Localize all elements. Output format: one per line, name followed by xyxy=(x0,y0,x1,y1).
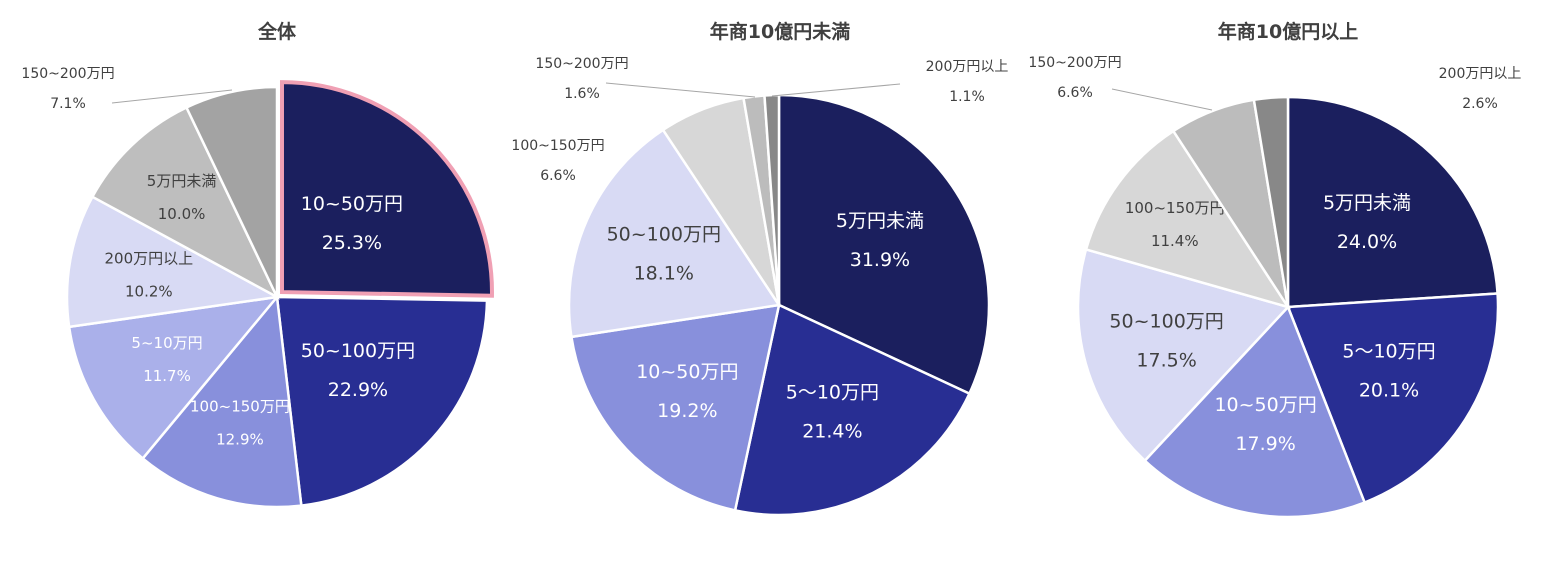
slice-label: 200万円以上 xyxy=(1439,66,1522,82)
slice-label: 50~100万円 xyxy=(1109,310,1223,332)
pie-chart-0: 10~50万円 25.3% 50~100万円 22.9% 100~150万円 12.9% 5… xyxy=(21,66,494,509)
pie-slice xyxy=(733,303,972,517)
pie-slice xyxy=(1084,129,1291,310)
slice-label: 5万円未満 xyxy=(836,210,924,232)
chart-title-over-1b: 年商10億円以上 xyxy=(1218,20,1358,43)
slice-label: 200万円以上 xyxy=(926,59,1009,75)
leader-line xyxy=(771,83,901,97)
pie-slice xyxy=(65,195,281,329)
slice-label: 5万円未満 xyxy=(147,172,217,190)
pie-chart-2: 5万円未満 24.0% 5～10万円 20.1% 10~50万円 17.9% 50~100万… xyxy=(1028,55,1522,519)
slice-value-label: 11.7% xyxy=(143,367,191,385)
slice-value-label: 31.9% xyxy=(850,249,910,271)
pie-slice xyxy=(184,85,279,298)
slice-label: 5～10万円 xyxy=(786,382,879,404)
slice-label: 100~150万円 xyxy=(511,138,604,154)
pie-slice xyxy=(1252,95,1290,308)
slice-label: 150~200万円 xyxy=(21,66,114,82)
slice-label: 150~200万円 xyxy=(535,56,628,72)
pie-slice xyxy=(570,303,781,512)
leader-line xyxy=(605,82,756,98)
slice-label: 150~200万円 xyxy=(1028,55,1121,71)
pie-slice xyxy=(279,80,494,298)
slice-label: 50~100万円 xyxy=(301,340,415,362)
slice-label: 5万円未満 xyxy=(1323,192,1411,214)
slice-value-label: 7.1% xyxy=(50,96,86,112)
chart-title-overall: 全体 xyxy=(257,20,297,43)
pie-slice xyxy=(67,295,281,461)
slice-value-label: 6.6% xyxy=(540,168,576,184)
slice-value-label: 25.3% xyxy=(322,232,382,254)
slice-value-label: 6.6% xyxy=(1057,85,1093,101)
leader-line xyxy=(1111,88,1213,111)
slice-label: 50~100万円 xyxy=(607,224,721,246)
slice-label: 100~150万円 xyxy=(190,397,290,415)
pie-slice xyxy=(275,295,489,507)
slice-value-label: 1.6% xyxy=(564,86,600,102)
slice-value-label: 10.2% xyxy=(125,283,173,301)
slice-label: 100~150万円 xyxy=(1125,199,1225,217)
slice-value-label: 17.5% xyxy=(1136,349,1196,371)
slice-value-label: 12.9% xyxy=(216,430,264,448)
slice-value-label: 18.1% xyxy=(634,263,694,285)
pie-chart-1: 5万円未満 31.9% 5～10万円 21.4% 10~50万円 19.2% 50~100万… xyxy=(511,56,1009,517)
slice-label: 10~50万円 xyxy=(636,361,738,383)
slice-label: 10~50万円 xyxy=(1214,394,1316,416)
slice-label: 5~10万円 xyxy=(131,334,202,352)
pie-slice xyxy=(140,293,303,509)
slice-value-label: 24.0% xyxy=(1337,231,1397,253)
slice-value-label: 21.4% xyxy=(802,421,862,443)
slice-label: 5～10万円 xyxy=(1342,341,1435,363)
leader-line xyxy=(111,89,233,104)
slice-value-label: 17.9% xyxy=(1235,433,1295,455)
slice-value-label: 20.1% xyxy=(1359,380,1419,402)
slice-value-label: 2.6% xyxy=(1462,96,1498,112)
pie-slice xyxy=(777,93,991,396)
slice-value-label: 11.4% xyxy=(1151,232,1199,250)
slice-label: 10~50万円 xyxy=(301,193,403,215)
pie-slice xyxy=(1286,292,1500,505)
slice-value-label: 19.2% xyxy=(657,400,717,422)
slice-value-label: 1.1% xyxy=(949,89,985,105)
pie-slice xyxy=(1143,304,1367,519)
pie-slice xyxy=(567,128,782,339)
pie-slice xyxy=(1076,247,1291,463)
chart-title-under-1b: 年商10億円未満 xyxy=(710,20,850,43)
pie-slice xyxy=(90,105,280,300)
pie-slice xyxy=(1286,95,1499,309)
slice-value-label: 22.9% xyxy=(328,379,388,401)
slice-label: 200万円以上 xyxy=(105,250,194,268)
slice-value-label: 10.0% xyxy=(158,205,206,223)
